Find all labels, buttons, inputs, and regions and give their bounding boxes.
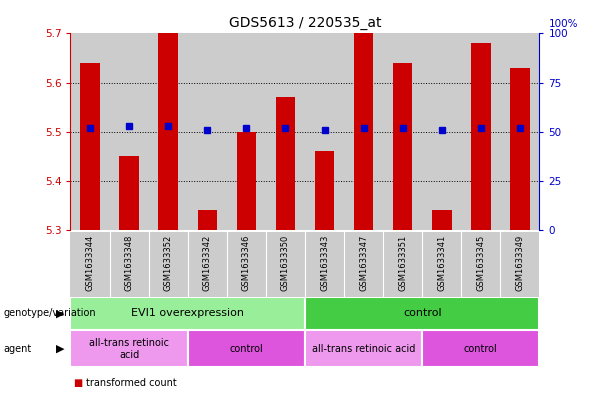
- Text: EVI1 overexpression: EVI1 overexpression: [131, 309, 244, 318]
- Bar: [120, 156, 139, 230]
- Text: GSM1633342: GSM1633342: [203, 235, 211, 291]
- Bar: [383, 33, 422, 230]
- Bar: [305, 330, 422, 367]
- Bar: [266, 33, 305, 230]
- Text: GSM1633346: GSM1633346: [242, 235, 251, 292]
- Bar: [393, 63, 413, 230]
- Text: control: control: [464, 344, 498, 354]
- Text: GSM1633350: GSM1633350: [281, 235, 290, 291]
- Text: GSM1633347: GSM1633347: [359, 235, 368, 292]
- Text: GSM1633343: GSM1633343: [320, 235, 329, 292]
- Bar: [500, 33, 539, 230]
- Bar: [70, 297, 305, 330]
- Bar: [305, 297, 539, 330]
- Text: GSM1633344: GSM1633344: [86, 235, 94, 291]
- Text: GSM1633351: GSM1633351: [398, 235, 407, 291]
- Bar: [149, 33, 188, 230]
- Bar: [462, 33, 500, 230]
- Bar: [237, 132, 256, 230]
- Text: GSM1633352: GSM1633352: [164, 235, 173, 291]
- Text: ▶: ▶: [56, 344, 64, 354]
- Text: all-trans retinoic acid: all-trans retinoic acid: [312, 344, 415, 354]
- Bar: [422, 330, 539, 367]
- Bar: [158, 33, 178, 230]
- Text: ■: ■: [74, 378, 83, 388]
- Text: GSM1633345: GSM1633345: [476, 235, 485, 291]
- Bar: [70, 330, 188, 367]
- Text: ▶: ▶: [56, 309, 64, 318]
- Text: all-trans retinoic
acid: all-trans retinoic acid: [89, 338, 169, 360]
- Bar: [188, 33, 227, 230]
- Bar: [354, 33, 373, 230]
- Title: GDS5613 / 220535_at: GDS5613 / 220535_at: [229, 16, 381, 29]
- Bar: [110, 33, 149, 230]
- Bar: [80, 63, 100, 230]
- Bar: [188, 330, 305, 367]
- Bar: [432, 210, 452, 230]
- Text: agent: agent: [3, 344, 31, 354]
- Text: genotype/variation: genotype/variation: [3, 309, 96, 318]
- Bar: [70, 33, 110, 230]
- Text: GSM1633348: GSM1633348: [124, 235, 134, 292]
- Bar: [344, 33, 383, 230]
- Bar: [471, 43, 490, 230]
- Text: control: control: [229, 344, 263, 354]
- Text: GSM1633341: GSM1633341: [437, 235, 446, 291]
- Bar: [197, 210, 217, 230]
- Bar: [422, 33, 462, 230]
- Bar: [314, 151, 334, 230]
- Text: control: control: [403, 309, 441, 318]
- Bar: [276, 97, 295, 230]
- Bar: [510, 68, 530, 230]
- Text: 100%: 100%: [549, 20, 578, 29]
- Bar: [305, 33, 344, 230]
- Text: GSM1633349: GSM1633349: [516, 235, 524, 291]
- Text: transformed count: transformed count: [86, 378, 177, 388]
- Bar: [227, 33, 266, 230]
